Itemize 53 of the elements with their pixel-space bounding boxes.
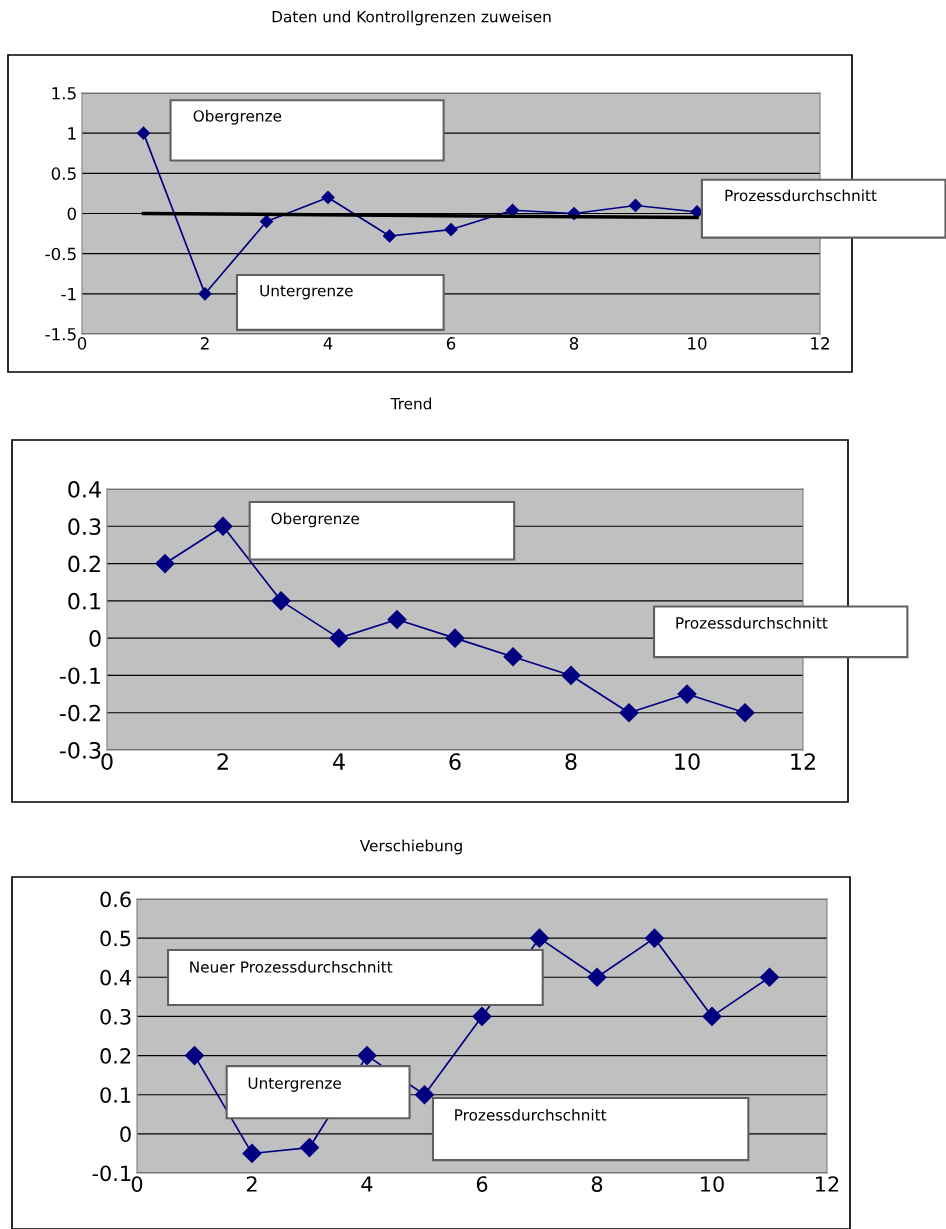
y-tick-label: -0.3 [59, 741, 101, 759]
y-tick-label: 0.3 [100, 1008, 131, 1025]
chart-title: Verschiebung [359, 839, 462, 855]
y-tick-label: 0 [120, 1126, 131, 1143]
y-tick-label: 0.5 [51, 167, 76, 180]
annotation: Untergrenze [248, 1077, 341, 1092]
annotation: Prozessdurchschnitt [676, 616, 828, 629]
x-tick-label: 6 [446, 337, 456, 350]
chart-title: Daten und Kontrollgrenzen zuweisen [272, 10, 551, 26]
y-tick-label: 0.2 [100, 1048, 131, 1064]
x-tick-label: 2 [217, 753, 228, 770]
x-tick-label: 12 [816, 1176, 839, 1192]
y-tick-label: 0.4 [68, 480, 101, 498]
y-tick-label: 0.2 [68, 555, 100, 573]
y-tick-label: 0.6 [100, 891, 131, 908]
annotation: Neuer Prozessdurchschnitt [190, 960, 393, 973]
x-tick-label: 8 [565, 753, 577, 770]
x-tick-label: 10 [688, 337, 707, 350]
y-tick-label: -1.5 [45, 328, 76, 341]
x-tick-label: 10 [675, 753, 700, 770]
x-tick-label: 12 [791, 753, 815, 770]
x-tick-label: 2 [246, 1176, 257, 1192]
annotation: Obergrenze [271, 512, 360, 528]
annotation: Untergrenze [260, 285, 353, 300]
x-tick-label: 2 [200, 337, 209, 350]
annotation: Obergrenze [193, 109, 282, 125]
y-tick-label: 0 [67, 207, 77, 221]
chart-title: Trend [390, 397, 432, 410]
x-tick-label: 4 [323, 337, 333, 350]
y-tick-label: 0 [89, 630, 101, 647]
y-tick-label: -1 [61, 288, 76, 301]
annotation: Prozessdurchschnitt [455, 1108, 607, 1121]
y-tick-label: 0.1 [100, 1087, 131, 1103]
y-tick-label: 0.4 [100, 969, 131, 986]
annotation: Prozessdurchschnitt [725, 189, 877, 202]
y-tick-label: 0.3 [68, 518, 101, 536]
y-tick-label: 1.5 [52, 87, 76, 100]
y-tick-label: -0.5 [45, 247, 76, 261]
x-tick-label: 8 [591, 1176, 603, 1192]
y-tick-label: 0.5 [100, 930, 131, 947]
x-tick-label: 12 [811, 337, 829, 350]
y-tick-label: -0.1 [92, 1165, 131, 1182]
y-tick-label: -0.1 [59, 667, 101, 685]
y-tick-label: 0.1 [68, 592, 101, 610]
x-tick-label: 0 [131, 1176, 143, 1192]
x-tick-label: 6 [476, 1176, 488, 1192]
x-tick-label: 4 [361, 1176, 373, 1192]
x-tick-label: 6 [449, 753, 461, 770]
x-tick-label: 4 [333, 753, 345, 770]
x-tick-label: 10 [701, 1176, 724, 1192]
y-tick-label: -0.2 [59, 704, 100, 722]
x-tick-label: 8 [569, 337, 579, 350]
y-tick-label: 1 [68, 127, 76, 140]
